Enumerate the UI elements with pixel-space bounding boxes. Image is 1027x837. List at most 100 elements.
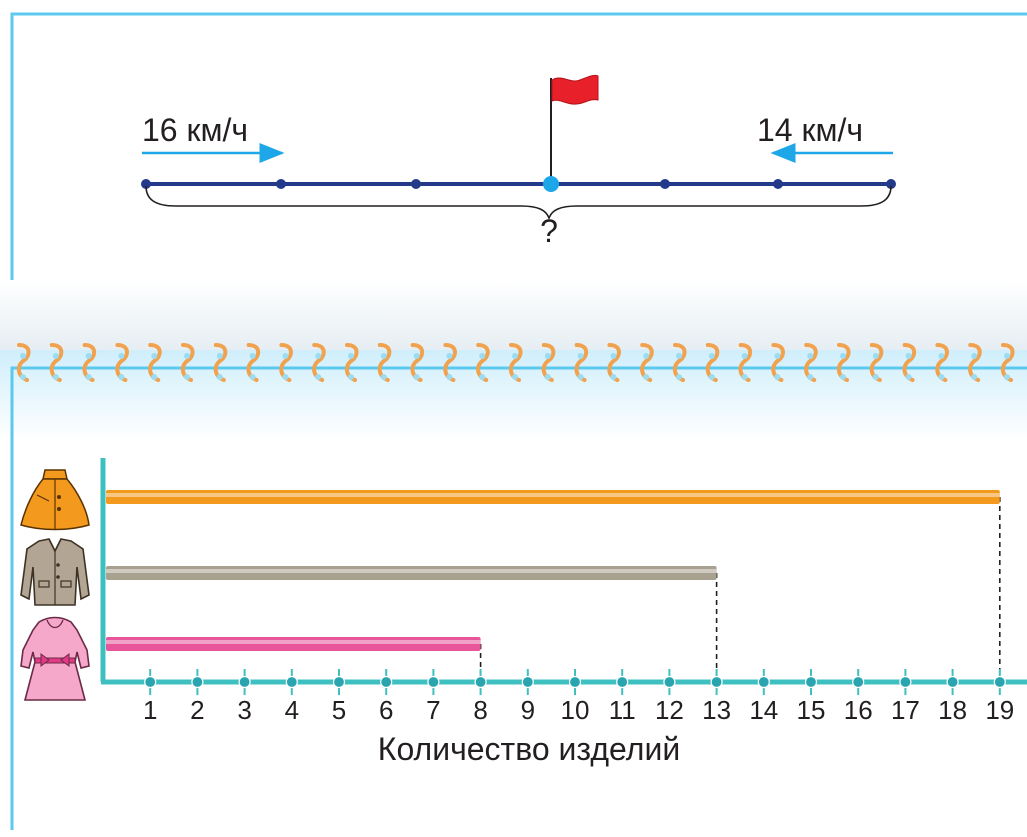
binding-ring bbox=[541, 343, 556, 382]
binding-hole bbox=[118, 353, 125, 359]
distance-brace bbox=[145, 185, 892, 221]
binding-ring bbox=[869, 343, 884, 382]
x-tick-label: 7 bbox=[426, 695, 440, 725]
binding-hole bbox=[643, 374, 650, 380]
x-tick-dot bbox=[899, 675, 912, 689]
x-tick-dot bbox=[332, 675, 346, 689]
binding-hole bbox=[610, 353, 617, 359]
x-tick-label: 12 bbox=[655, 695, 684, 725]
binding-ring bbox=[115, 343, 129, 382]
binding-hole bbox=[971, 353, 978, 359]
binding-hole bbox=[479, 374, 486, 380]
binding-hole bbox=[676, 374, 682, 380]
binding-ring bbox=[804, 343, 818, 382]
top-page-frame bbox=[10, 12, 1027, 300]
binding-hole bbox=[872, 353, 879, 359]
x-tick-label: 13 bbox=[702, 695, 731, 725]
binding-hole bbox=[1004, 374, 1010, 380]
bar bbox=[106, 637, 481, 651]
x-tick-dot bbox=[238, 675, 251, 689]
binding-hole bbox=[512, 353, 518, 359]
binding-hole bbox=[85, 353, 92, 359]
binding-ring bbox=[476, 343, 490, 382]
track-point bbox=[886, 179, 896, 189]
binding-hole bbox=[840, 374, 846, 380]
binding-ring bbox=[771, 343, 785, 382]
binding-hole bbox=[938, 353, 945, 359]
binding-hole bbox=[938, 374, 945, 380]
binding-hole bbox=[52, 374, 59, 380]
binding-ring bbox=[148, 343, 162, 382]
motion-diagram: 16 км/ч 14 км/ч ? bbox=[141, 74, 896, 249]
binding-hole bbox=[905, 353, 912, 359]
binding-hole bbox=[610, 374, 617, 380]
binding-hole bbox=[151, 374, 158, 380]
binding-ring bbox=[377, 343, 392, 382]
binding-ring bbox=[705, 343, 720, 382]
x-tick-label: 8 bbox=[473, 695, 487, 725]
binding-hole bbox=[577, 353, 584, 359]
track-point bbox=[141, 179, 151, 189]
binding-hole bbox=[774, 374, 781, 380]
binding-ring bbox=[279, 343, 293, 382]
binding-hole bbox=[348, 374, 354, 380]
x-tick-label: 3 bbox=[237, 695, 251, 725]
x-tick-dot bbox=[380, 675, 393, 689]
binding-hole bbox=[544, 374, 551, 380]
x-tick-label: 9 bbox=[521, 695, 535, 725]
x-tick-label: 2 bbox=[190, 695, 204, 725]
binding-hole bbox=[282, 353, 289, 359]
binding-hole bbox=[774, 353, 781, 359]
bar-highlight bbox=[106, 493, 1000, 497]
binding-ring bbox=[246, 343, 261, 382]
right-speed-label: 14 км/ч bbox=[757, 112, 863, 148]
binding-hole bbox=[708, 353, 715, 359]
x-tick-label: 19 bbox=[985, 695, 1014, 725]
meeting-point bbox=[543, 176, 559, 192]
binding-hole bbox=[741, 374, 748, 380]
x-tick-dot bbox=[710, 675, 723, 689]
binding-ring bbox=[935, 343, 949, 382]
binding-hole bbox=[20, 374, 26, 380]
binding-hole bbox=[380, 374, 387, 380]
x-tick-label: 11 bbox=[609, 695, 636, 725]
binding-hole bbox=[151, 353, 158, 359]
x-tick-label: 18 bbox=[938, 695, 967, 725]
binding-hole bbox=[52, 353, 59, 359]
x-tick-label: 15 bbox=[797, 695, 826, 725]
binding-hole bbox=[315, 353, 322, 359]
binding-hole bbox=[971, 374, 978, 380]
binding-ring bbox=[443, 343, 457, 382]
x-tick-label: 6 bbox=[379, 695, 393, 725]
binding-ring bbox=[312, 343, 326, 382]
bar bbox=[106, 566, 717, 580]
binding-hole bbox=[216, 353, 223, 359]
binding-hole bbox=[85, 374, 92, 380]
x-tick-label: 5 bbox=[332, 695, 346, 725]
binding-ring bbox=[213, 343, 228, 382]
binding-ring bbox=[508, 343, 523, 382]
bottom-page-frame bbox=[10, 366, 1027, 830]
x-tick-dot bbox=[191, 675, 204, 689]
track-point bbox=[660, 179, 670, 189]
binding-hole bbox=[315, 374, 322, 380]
binding-hole bbox=[840, 353, 846, 359]
binding-hole bbox=[249, 374, 256, 380]
binding-hole bbox=[413, 374, 420, 380]
binding-hole bbox=[905, 374, 912, 380]
binding-hole bbox=[807, 353, 814, 359]
track-point bbox=[276, 179, 286, 189]
binding-hole bbox=[807, 374, 814, 380]
binding-hole bbox=[446, 374, 453, 380]
bar bbox=[106, 490, 1000, 504]
binding-hole bbox=[216, 374, 223, 380]
x-tick-dot bbox=[946, 675, 959, 689]
x-tick-label: 10 bbox=[561, 695, 590, 725]
binding-hole bbox=[512, 374, 518, 380]
x-tick-label: 16 bbox=[844, 695, 873, 725]
binding-hole bbox=[708, 374, 715, 380]
x-tick-dot bbox=[474, 675, 487, 689]
binding-ring bbox=[672, 343, 687, 382]
top-page-shadow bbox=[0, 280, 1027, 350]
